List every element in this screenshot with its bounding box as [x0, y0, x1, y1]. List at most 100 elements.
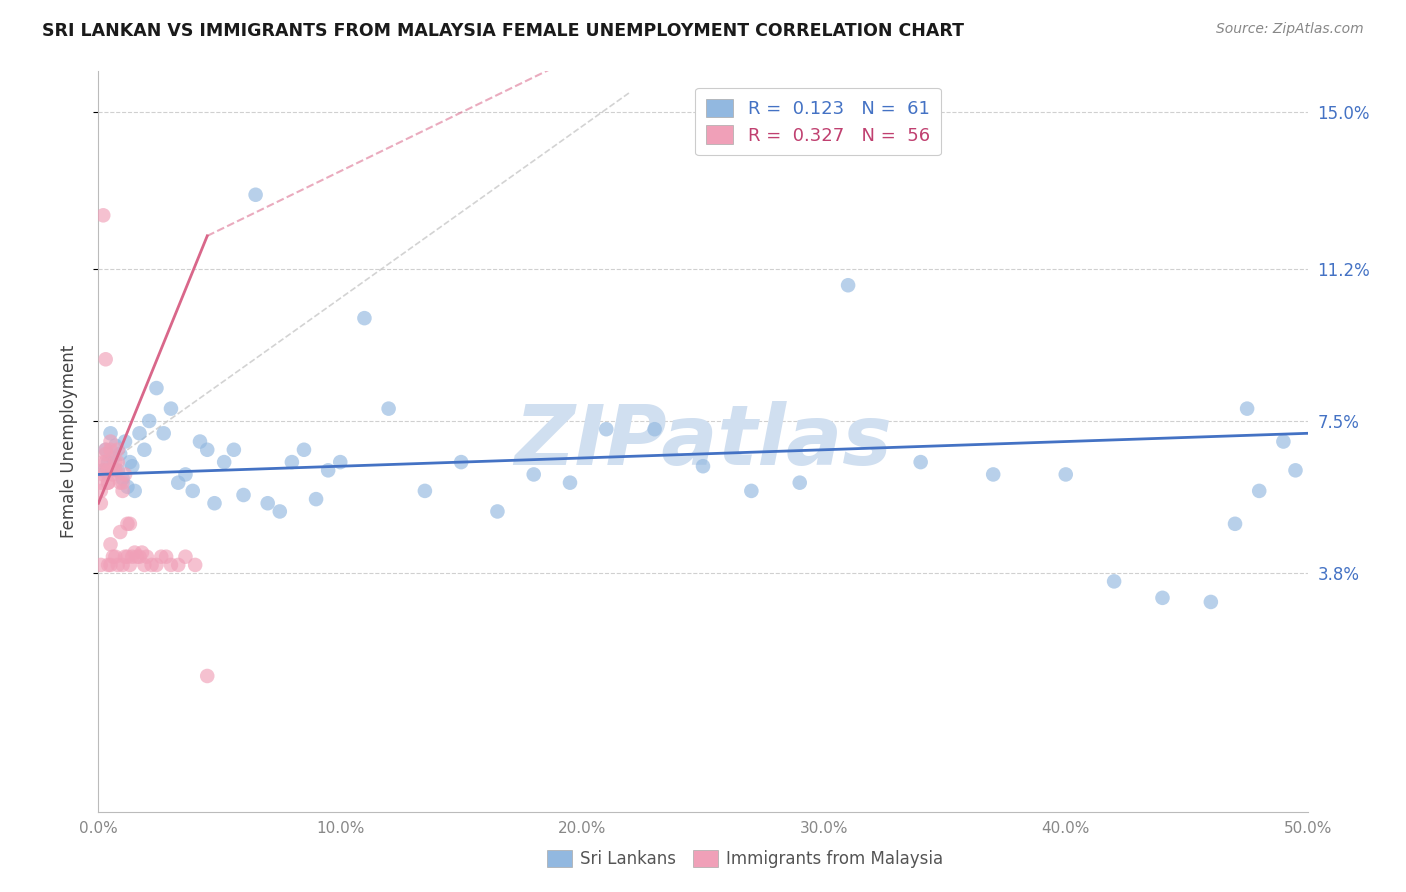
Point	[114, 467, 136, 482]
Point	[1199, 595, 1222, 609]
Legend: R =  0.123   N =  61, R =  0.327   N =  56: R = 0.123 N = 61, R = 0.327 N = 56	[695, 87, 941, 155]
Point	[160, 401, 183, 416]
Point	[128, 426, 150, 441]
Point	[104, 463, 127, 477]
Point	[204, 496, 226, 510]
Point	[740, 483, 762, 498]
Point	[155, 549, 177, 564]
Point	[118, 516, 141, 531]
Point	[121, 549, 143, 564]
Point	[111, 483, 134, 498]
Point	[256, 496, 278, 510]
Point	[91, 463, 114, 477]
Point	[108, 447, 131, 461]
Point	[101, 463, 124, 477]
Point	[97, 558, 120, 572]
Point	[558, 475, 581, 490]
Point	[981, 467, 1004, 482]
Point	[90, 483, 112, 498]
Point	[269, 504, 291, 518]
Point	[90, 496, 112, 510]
Point	[108, 475, 131, 490]
Point	[107, 463, 129, 477]
Point	[91, 463, 114, 477]
Point	[145, 381, 167, 395]
Text: ZIPatlas: ZIPatlas	[515, 401, 891, 482]
Point	[174, 549, 197, 564]
Point	[644, 422, 666, 436]
Point	[94, 447, 117, 461]
Point	[104, 455, 127, 469]
Point	[97, 455, 120, 469]
Point	[107, 455, 129, 469]
Point	[222, 442, 245, 457]
Point	[101, 450, 124, 465]
Point	[117, 480, 139, 494]
Point	[413, 483, 436, 498]
Point	[160, 558, 183, 572]
Point	[377, 401, 399, 416]
Point	[114, 434, 136, 449]
Point	[97, 463, 120, 477]
Point	[108, 524, 131, 539]
Point	[90, 558, 112, 572]
Point	[152, 426, 174, 441]
Point	[292, 442, 315, 457]
Point	[188, 434, 211, 449]
Point	[90, 475, 112, 490]
Point	[1236, 401, 1258, 416]
Point	[118, 558, 141, 572]
Point	[1249, 483, 1271, 498]
Point	[94, 455, 117, 469]
Point	[134, 442, 156, 457]
Point	[91, 455, 114, 469]
Point	[91, 467, 114, 482]
Point	[837, 278, 859, 293]
Point	[97, 475, 120, 490]
Point	[145, 558, 167, 572]
Point	[117, 549, 139, 564]
Point	[94, 442, 117, 457]
Point	[184, 558, 207, 572]
Point	[118, 455, 141, 469]
Point	[100, 442, 122, 457]
Point	[100, 558, 122, 572]
Point	[124, 546, 146, 560]
Point	[138, 414, 160, 428]
Point	[100, 426, 122, 441]
Point	[353, 311, 375, 326]
Point	[141, 558, 163, 572]
Legend: Sri Lankans, Immigrants from Malaysia: Sri Lankans, Immigrants from Malaysia	[540, 843, 950, 875]
Point	[135, 549, 157, 564]
Point	[212, 455, 235, 469]
Point	[195, 669, 218, 683]
Point	[1223, 516, 1246, 531]
Point	[692, 459, 714, 474]
Point	[100, 434, 122, 449]
Point	[107, 558, 129, 572]
Point	[1284, 463, 1306, 477]
Point	[1054, 467, 1077, 482]
Point	[232, 488, 254, 502]
Point	[104, 439, 127, 453]
Text: Source: ZipAtlas.com: Source: ZipAtlas.com	[1216, 22, 1364, 37]
Point	[104, 549, 127, 564]
Point	[450, 455, 472, 469]
Point	[174, 467, 197, 482]
Point	[91, 208, 114, 222]
Point	[329, 455, 352, 469]
Point	[134, 558, 156, 572]
Point	[107, 442, 129, 457]
Y-axis label: Female Unemployment: Female Unemployment	[59, 345, 77, 538]
Point	[111, 475, 134, 490]
Point	[1102, 574, 1125, 589]
Point	[486, 504, 509, 518]
Point	[100, 537, 122, 551]
Point	[523, 467, 546, 482]
Point	[124, 483, 146, 498]
Point	[181, 483, 204, 498]
Point	[101, 549, 124, 564]
Point	[167, 558, 190, 572]
Point	[1272, 434, 1295, 449]
Point	[789, 475, 811, 490]
